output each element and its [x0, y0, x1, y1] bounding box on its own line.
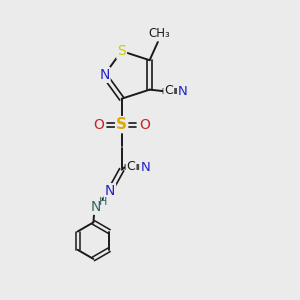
Text: S: S	[117, 44, 126, 58]
Text: CH₃: CH₃	[148, 27, 170, 40]
Text: H: H	[99, 197, 107, 207]
Text: N: N	[140, 161, 150, 174]
Text: C: C	[127, 160, 136, 173]
Text: S: S	[116, 117, 127, 132]
Text: C: C	[164, 84, 173, 97]
Text: N: N	[105, 184, 115, 198]
Text: O: O	[94, 118, 104, 132]
Text: O: O	[139, 118, 150, 132]
Text: N: N	[178, 85, 188, 98]
Text: N: N	[99, 68, 110, 82]
Text: N: N	[91, 200, 101, 214]
